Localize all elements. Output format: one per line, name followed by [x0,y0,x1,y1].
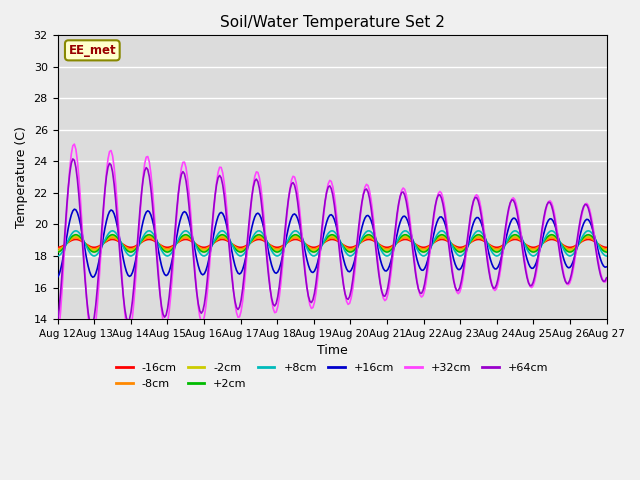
Title: Soil/Water Temperature Set 2: Soil/Water Temperature Set 2 [220,15,445,30]
Y-axis label: Temperature (C): Temperature (C) [15,126,28,228]
Text: EE_met: EE_met [68,44,116,57]
Legend: -16cm, -8cm, -2cm, +2cm, +8cm, +16cm, +32cm, +64cm: -16cm, -8cm, -2cm, +2cm, +8cm, +16cm, +3… [111,359,552,393]
X-axis label: Time: Time [317,344,348,357]
